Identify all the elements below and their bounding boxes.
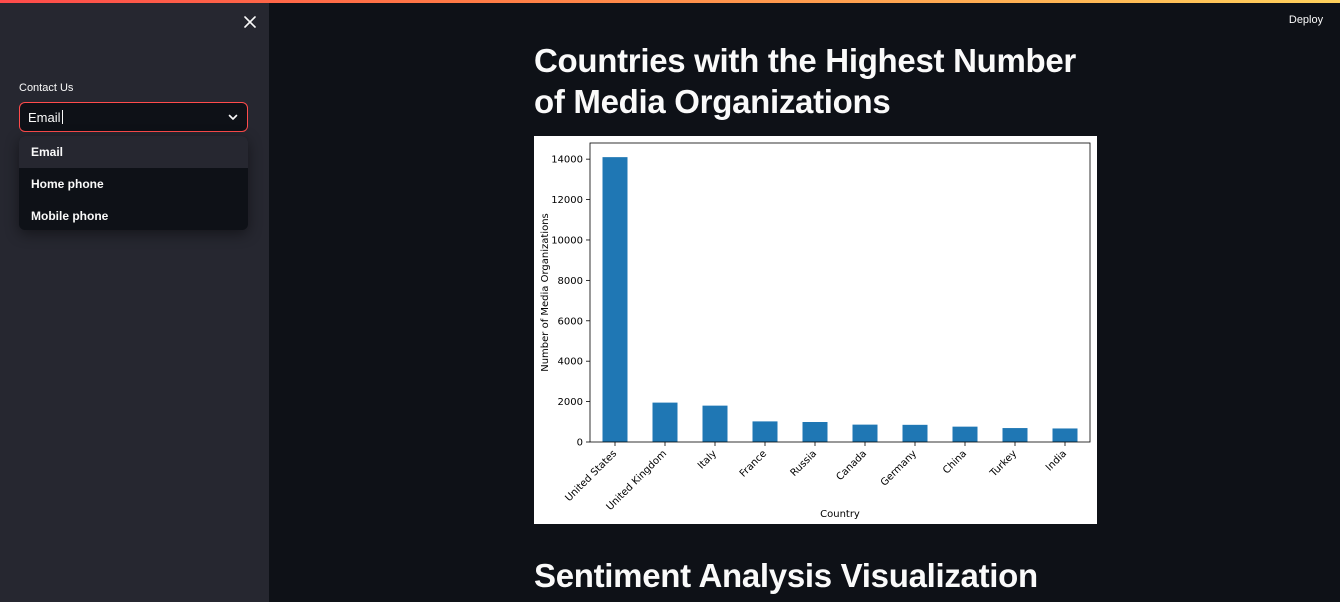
text-cursor	[61, 110, 63, 124]
y-tick-label: 14000	[551, 155, 583, 166]
x-tick-label: Italy	[696, 448, 719, 471]
select-current-value[interactable]: Email	[28, 110, 63, 125]
sidebar-close-button[interactable]	[240, 12, 260, 32]
y-tick-label: 2000	[558, 397, 583, 408]
bar-chart: 0 2000 4000 6000 8000 10000 12000 14000 United S…	[534, 136, 1097, 524]
chevron-down-icon[interactable]	[227, 111, 239, 123]
chart-bar	[1002, 428, 1028, 442]
chart-bar	[852, 424, 878, 442]
deploy-button[interactable]: Deploy	[1288, 14, 1324, 26]
x-tick-label: Canada	[834, 448, 869, 483]
chart-bar	[702, 405, 728, 442]
bar-chart-svg: 0 2000 4000 6000 8000 10000 12000 14000 United S…	[540, 142, 1091, 520]
contact-us-label: Contact Us	[19, 82, 74, 94]
y-tick-label: 12000	[551, 195, 583, 206]
x-tick-label: Turkey	[988, 448, 1020, 480]
chart-bar	[902, 424, 928, 442]
page-title: Countries with the Highest Number of Med…	[534, 42, 1076, 120]
option-home-phone[interactable]: Home phone	[31, 177, 104, 191]
y-tick-label: 0	[577, 438, 583, 449]
y-axis-label: Number of Media Organizations	[540, 213, 551, 372]
y-tick-label: 8000	[558, 276, 583, 287]
chart-bar	[752, 421, 778, 442]
y-tick-label: 4000	[558, 357, 583, 368]
chart-bar	[652, 402, 678, 442]
x-tick-label: France	[738, 448, 769, 479]
x-tick-label: India	[1044, 448, 1069, 473]
close-icon	[244, 16, 256, 28]
x-axis-label: Country	[820, 509, 860, 520]
chart-bar	[1052, 428, 1078, 442]
top-decoration-bar	[0, 0, 1340, 3]
y-tick-label: 6000	[558, 316, 583, 327]
contact-method-select[interactable]: Email	[19, 102, 248, 132]
section-title-sentiment: Sentiment Analysis Visualization	[534, 557, 1038, 594]
option-mobile-phone[interactable]: Mobile phone	[31, 209, 109, 223]
sidebar: Contact Us Email Email Home phone Mobile…	[0, 0, 269, 602]
chart-bar	[952, 426, 978, 442]
x-tick-label: Germany	[879, 448, 919, 488]
x-tick-label: United States	[563, 448, 619, 504]
x-tick-label: China	[941, 448, 969, 476]
x-tick-label: Russia	[789, 448, 820, 479]
option-email[interactable]: Email	[19, 136, 248, 168]
chart-bar	[602, 157, 628, 442]
y-tick-label: 10000	[551, 235, 583, 246]
plot-frame	[589, 142, 1091, 443]
chart-bar	[802, 421, 828, 442]
contact-method-dropdown: Email Home phone Mobile phone	[19, 136, 248, 230]
